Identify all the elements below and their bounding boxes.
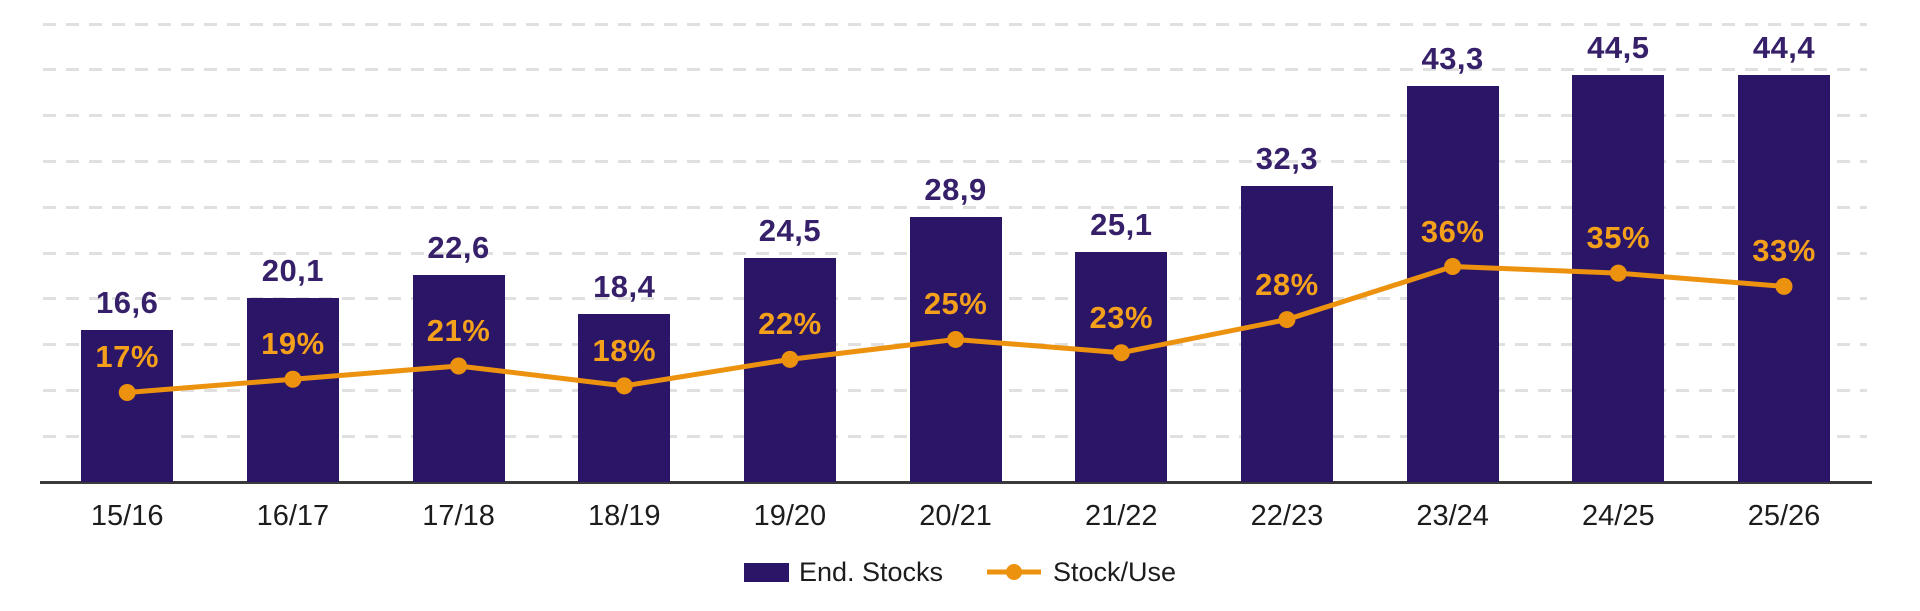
x-axis-label: 15/16 <box>90 500 164 532</box>
bar-series-swatch-icon <box>743 562 789 582</box>
x-axis-label: 24/25 <box>1582 500 1655 532</box>
x-axis-label: 20/21 <box>919 500 992 532</box>
gridline <box>43 114 1867 118</box>
line-point-label: 21% <box>426 312 491 348</box>
line-point-label: 36% <box>1420 213 1485 249</box>
x-axis-label: 17/18 <box>422 500 495 532</box>
bar <box>412 275 505 482</box>
x-axis-label: 21/22 <box>1084 500 1158 532</box>
line-point-label: 35% <box>1586 220 1651 256</box>
x-axis-label: 16/17 <box>256 500 330 532</box>
x-axis-line <box>40 481 1872 484</box>
gridline <box>43 22 1867 26</box>
legend-item-label: Stock/Use <box>1053 556 1177 587</box>
x-axis-label: 18/19 <box>587 500 661 532</box>
bar <box>1075 252 1168 482</box>
x-axis-label: 22/23 <box>1250 500 1324 532</box>
gridline <box>43 205 1867 209</box>
line-point-label: 17% <box>95 339 159 375</box>
bar-value-label: 25,1 <box>1090 207 1153 243</box>
x-axis-label: 19/20 <box>753 500 827 532</box>
bar-value-label: 44,4 <box>1752 30 1816 66</box>
bar <box>909 217 1002 482</box>
legend: End. Stocks Stock/Use <box>0 552 1920 592</box>
line-point-label: 18% <box>592 332 657 368</box>
gridline <box>43 159 1867 163</box>
line-point-label: 28% <box>1255 266 1319 302</box>
bar <box>1738 75 1830 482</box>
bar-value-label: 20,1 <box>261 252 325 288</box>
legend-item-label: End. Stocks <box>798 556 944 587</box>
bar-value-label: 24,5 <box>758 212 822 248</box>
bar-value-label: 18,4 <box>593 268 656 304</box>
line-point-label: 23% <box>1089 299 1154 335</box>
bar <box>1240 186 1333 482</box>
line-point-label: 22% <box>758 306 822 342</box>
gridline <box>43 68 1867 72</box>
bar-value-label: 16,6 <box>96 284 159 320</box>
bar-value-label: 28,9 <box>924 172 987 208</box>
line-series-swatch-icon <box>987 564 1042 580</box>
line-point-label: 33% <box>1752 233 1816 269</box>
legend-item-stock-use: Stock/Use <box>985 557 1176 588</box>
x-axis-label: 25/26 <box>1747 500 1821 532</box>
legend-item-end-stocks: End. Stocks <box>743 556 944 588</box>
bar-value-label: 32,3 <box>1255 141 1319 177</box>
bar-value-label: 43,3 <box>1421 40 1484 76</box>
bar <box>743 257 836 482</box>
x-axis-label: 23/24 <box>1416 500 1489 532</box>
bar <box>1406 85 1499 482</box>
line-point-label: 19% <box>261 326 325 362</box>
bar-value-label: 22,6 <box>427 230 490 266</box>
bar <box>1572 74 1665 482</box>
line-point-label: 25% <box>923 286 988 322</box>
bar-value-label: 44,5 <box>1587 29 1650 65</box>
